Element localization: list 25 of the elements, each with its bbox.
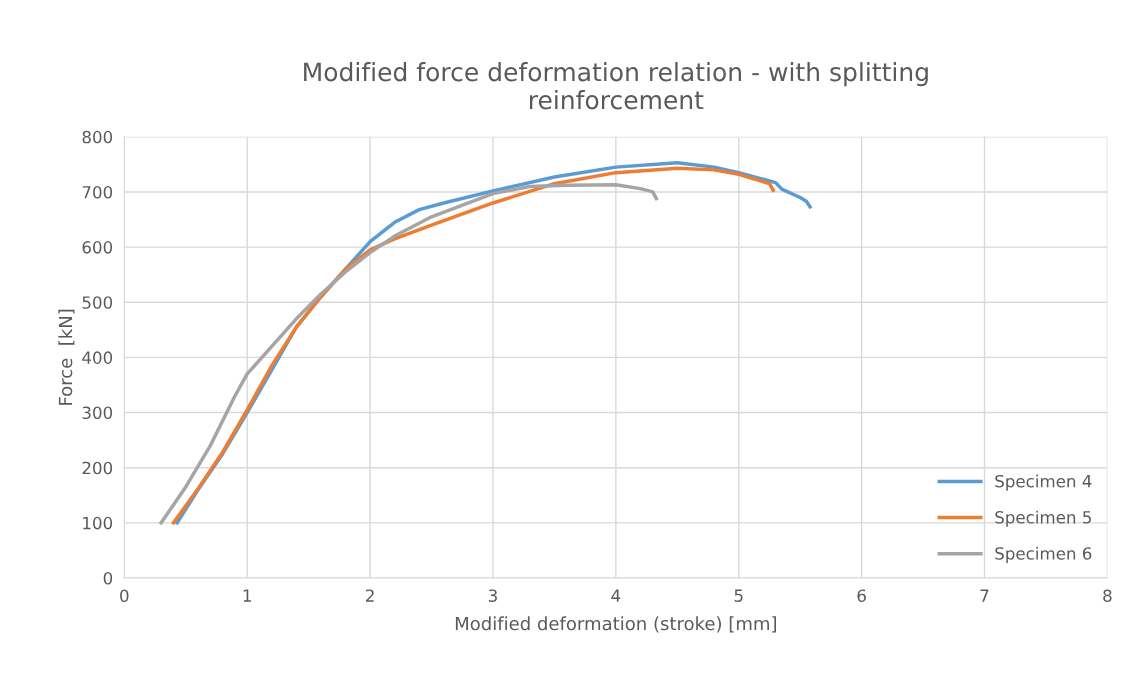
y-tick-label: 300 bbox=[82, 406, 113, 420]
x-tick-label: 2 bbox=[365, 589, 374, 602]
x-tick-label: 1 bbox=[243, 589, 251, 602]
y-axis-title: Force [kN] bbox=[58, 309, 75, 405]
legend-label: Specimen 6 bbox=[995, 546, 1092, 563]
y-tick-label: 800 bbox=[82, 130, 113, 144]
legend-label: Specimen 5 bbox=[995, 510, 1091, 527]
y-tick-label: 0 bbox=[103, 571, 113, 585]
y-tick-label: 400 bbox=[82, 351, 113, 364]
x-tick-label: 8 bbox=[1103, 589, 1112, 602]
x-tick-label: 6 bbox=[857, 589, 866, 602]
x-tick-label: 4 bbox=[611, 589, 621, 602]
line-series bbox=[159, 183, 659, 525]
chart-title: Modified force deformation relation - with splitting reinforcement bbox=[304, 62, 928, 110]
y-tick-label: 200 bbox=[82, 461, 113, 475]
x-tick-label: 5 bbox=[734, 589, 743, 602]
legend-label: Specimen 4 bbox=[995, 474, 1092, 491]
x-tick-label: 7 bbox=[980, 589, 989, 602]
x-tick-label: 3 bbox=[488, 589, 497, 602]
y-tick-label: 600 bbox=[82, 241, 113, 254]
y-tick-label: 500 bbox=[82, 296, 113, 309]
x-axis-title: Modified deformation (stroke) [mm] bbox=[455, 616, 776, 633]
y-tick-label: 700 bbox=[82, 185, 113, 199]
y-tick-label: 100 bbox=[83, 516, 113, 530]
x-tick-label: 0 bbox=[120, 589, 129, 602]
